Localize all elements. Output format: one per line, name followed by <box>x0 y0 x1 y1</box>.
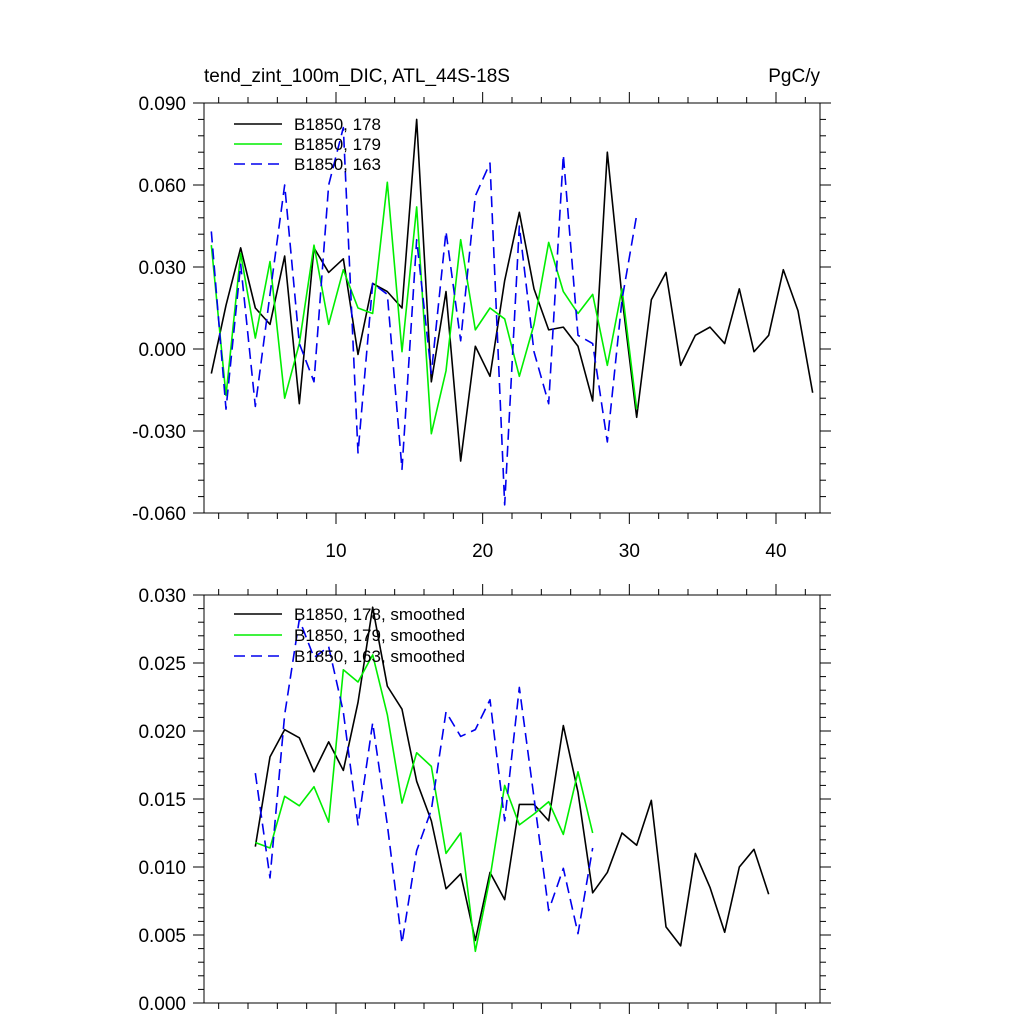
bottom-y-tick-label: 0.010 <box>138 858 186 879</box>
bottom-y-tick-label: 0.000 <box>138 994 186 1015</box>
bottom-y-tick-label: 0.015 <box>138 790 186 811</box>
top-y-tick-label: 0.090 <box>138 94 186 115</box>
bottom-y-tick-label: 0.030 <box>138 586 186 607</box>
top-panel-title: tend_zint_100m_DIC, ATL_44S-18S <box>204 66 510 87</box>
top-y-tick-label: -0.030 <box>132 422 186 443</box>
bottom-series-line-3 <box>254 618 594 944</box>
bottom-y-tick-label: 0.020 <box>138 722 186 743</box>
top-legend-label-3: B1850, 163 <box>294 155 381 174</box>
bottom-legend-label-3: B1850, 163, smoothed <box>294 647 465 666</box>
top-x-tick-label: 10 <box>325 541 346 562</box>
top-y-tick-label: 0.030 <box>138 258 186 279</box>
top-x-tick-label: 30 <box>619 541 640 562</box>
top-y-tick-label: 0.060 <box>138 176 186 197</box>
top-x-tick-label: 20 <box>472 541 493 562</box>
top-series-line-2 <box>210 181 638 435</box>
top-legend-label-2: B1850, 179 <box>294 135 381 154</box>
bottom-legend-label-1: B1850, 178, smoothed <box>294 605 465 624</box>
top-x-tick-label: 40 <box>765 541 786 562</box>
bottom-series-line-1 <box>254 606 770 947</box>
bottom-series-line-2 <box>255 654 594 953</box>
bottom-y-tick-label: 0.005 <box>138 926 186 947</box>
top-panel-units: PgC/y <box>768 66 820 87</box>
top-series-line-3 <box>210 126 638 506</box>
top-y-tick-label: 0.000 <box>138 340 186 361</box>
top-legend-label-1: B1850, 178 <box>294 115 381 134</box>
top-series-line-1 <box>210 118 814 462</box>
top-panel: tend_zint_100m_DIC, ATL_44S-18S PgC/y 10… <box>132 66 831 562</box>
top-y-tick-label: -0.060 <box>132 504 186 525</box>
bottom-panel: 0.000 0.005 0.010 0.015 0.020 0.025 0.030 B185… <box>138 584 831 1015</box>
bottom-y-tick-label: 0.025 <box>138 654 186 675</box>
bottom-legend-label-2: B1850, 179, smoothed <box>294 626 465 645</box>
